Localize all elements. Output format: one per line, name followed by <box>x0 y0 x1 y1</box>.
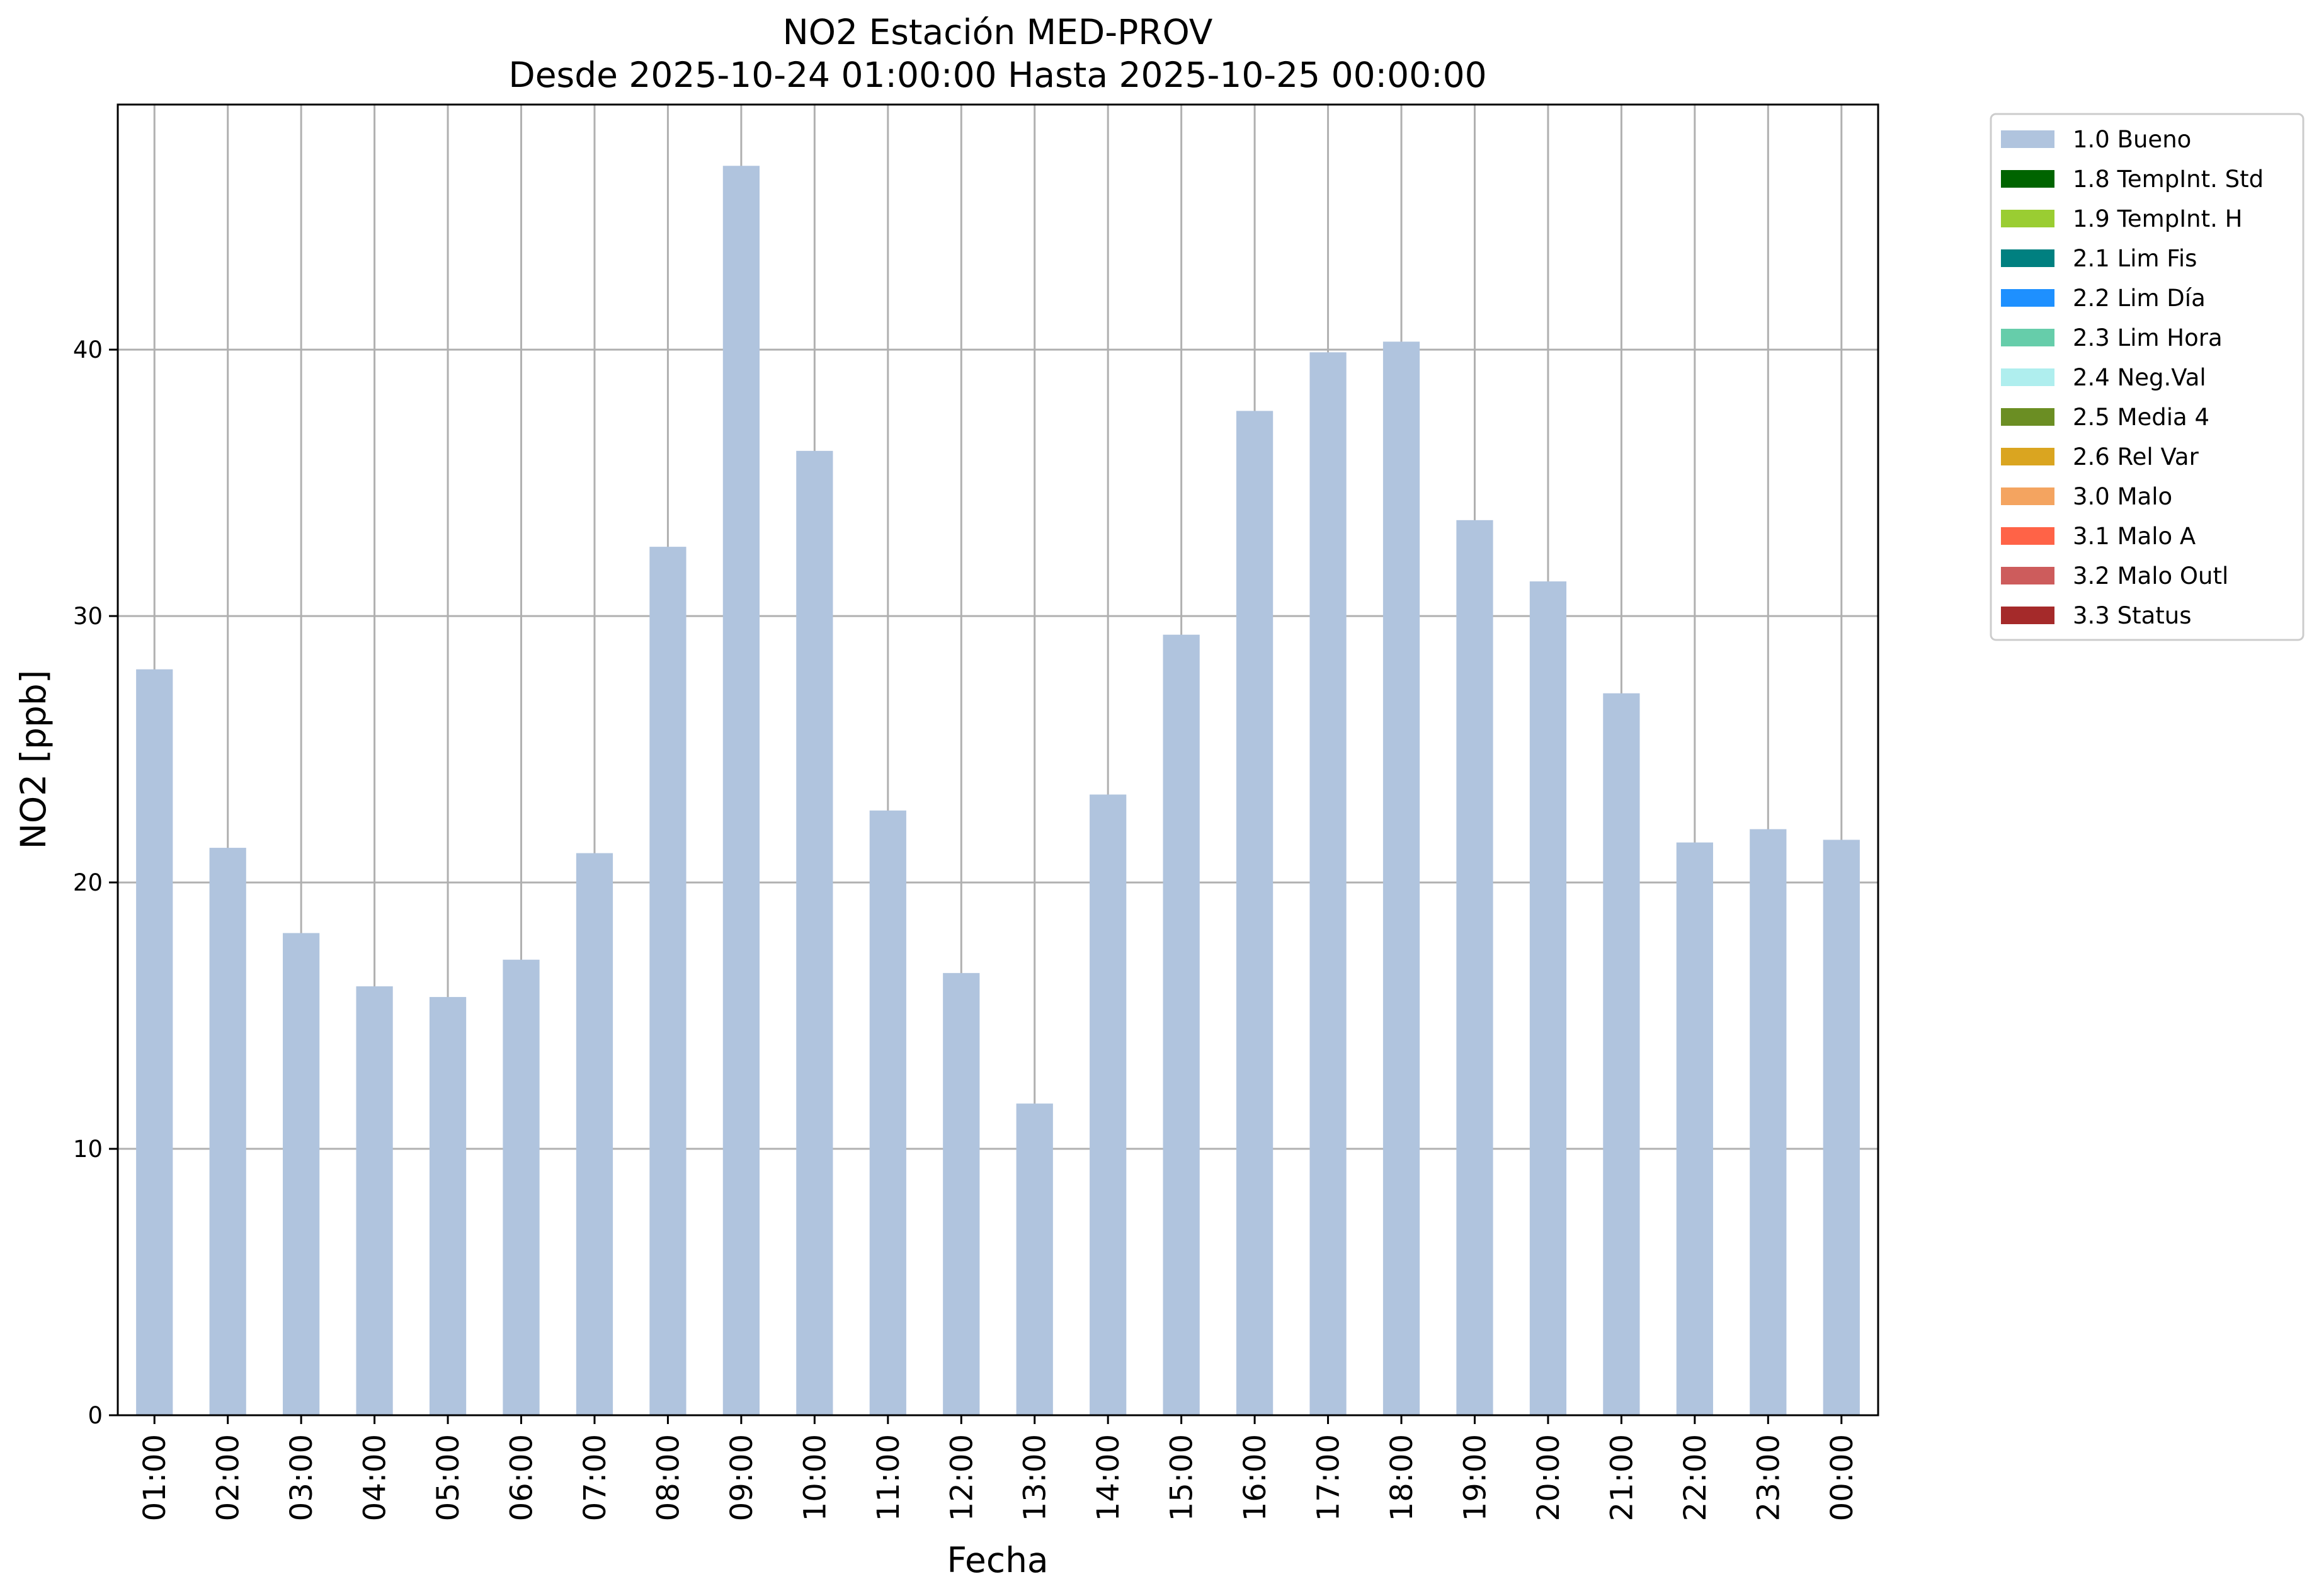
bar-2000 <box>1529 581 1567 1415</box>
bar-0100 <box>136 669 173 1415</box>
x-tick-label: 03:00 <box>284 1434 319 1521</box>
legend-swatch <box>2001 368 2054 386</box>
bar-0900 <box>722 166 760 1416</box>
bar-0300 <box>283 933 320 1415</box>
legend-label: 3.3 Status <box>2073 602 2192 629</box>
legend-label: 1.8 TempInt. Std <box>2073 166 2264 193</box>
bars <box>136 166 1860 1416</box>
legend-label: 3.0 Malo <box>2073 483 2172 510</box>
x-tick-label: 23:00 <box>1751 1434 1786 1521</box>
bar-1800 <box>1382 341 1420 1415</box>
y-tick-label: 30 <box>73 603 103 630</box>
legend-swatch <box>2001 130 2054 148</box>
x-tick-label: 12:00 <box>944 1434 979 1521</box>
legend-label: 2.1 Lim Fis <box>2073 245 2197 272</box>
x-tick-label: 00:00 <box>1825 1434 1860 1521</box>
legend-swatch <box>2001 249 2054 267</box>
legend-label: 2.6 Rel Var <box>2073 443 2199 470</box>
bar-0500 <box>429 996 467 1415</box>
x-tick-label: 18:00 <box>1384 1434 1420 1521</box>
legend-swatch <box>2001 408 2054 426</box>
legend-swatch <box>2001 567 2054 584</box>
x-tick-label: 20:00 <box>1531 1434 1566 1521</box>
bar-0700 <box>576 853 613 1415</box>
y-axis-label: NO2 [ppb] <box>13 670 54 850</box>
plot-frame <box>117 103 1879 1416</box>
bar-0400 <box>356 986 393 1415</box>
legend-swatch <box>2001 487 2054 505</box>
legend-label: 3.2 Malo Outl <box>2073 562 2228 590</box>
bar-0800 <box>649 547 687 1416</box>
legend-label: 2.2 Lim Día <box>2073 285 2206 312</box>
legend-box <box>1990 113 2305 641</box>
bar-1200 <box>943 972 980 1415</box>
x-tick-label: 19:00 <box>1457 1434 1493 1521</box>
x-axis-label: Fecha <box>947 1540 1048 1580</box>
legend-swatch <box>2001 607 2054 624</box>
x-axis: 01:00 02:00 03:00 04:00 05:00 06:00 07:00 08:00… <box>137 1415 1860 1521</box>
bar-1400 <box>1090 794 1127 1415</box>
x-tick-label: 01:00 <box>137 1434 173 1521</box>
bar-1600 <box>1236 411 1273 1415</box>
x-tick-label: 22:00 <box>1678 1434 1713 1521</box>
x-tick-label: 06:00 <box>504 1434 540 1521</box>
y-tick-label: 10 <box>73 1136 103 1163</box>
x-tick-label: 11:00 <box>871 1434 906 1521</box>
y-tick-label: 40 <box>73 336 103 363</box>
bar-1000 <box>796 450 833 1416</box>
legend-label: 1.9 TempInt. H <box>2073 205 2242 232</box>
x-tick-label: 16:00 <box>1238 1434 1273 1521</box>
x-tick-label: 05:00 <box>431 1434 466 1521</box>
legend-swatch <box>2001 170 2054 188</box>
bar-1500 <box>1163 634 1200 1415</box>
bar-1900 <box>1456 520 1493 1415</box>
bar-1700 <box>1309 352 1347 1415</box>
legend-label: 2.5 Media 4 <box>2073 404 2209 431</box>
x-tick-label: 02:00 <box>211 1434 246 1521</box>
legend-swatch <box>2001 329 2054 346</box>
x-tick-label: 14:00 <box>1091 1434 1126 1521</box>
bar-0000 <box>1823 840 1860 1415</box>
bar-2300 <box>1750 829 1787 1415</box>
x-tick-label: 08:00 <box>651 1434 686 1521</box>
chart-title: NO2 Estación MED-PROV <box>783 12 1213 52</box>
x-tick-label: 13:00 <box>1018 1434 1053 1521</box>
bar-2200 <box>1676 842 1713 1415</box>
chart-subtitle: Desde 2025-10-24 01:00:00 Hasta 2025-10-… <box>508 55 1486 95</box>
bar-0600 <box>503 959 540 1415</box>
x-tick-label: 09:00 <box>724 1434 760 1521</box>
legend-label: 2.4 Neg.Val <box>2073 364 2206 391</box>
legend: 1.0 Bueno 1.8 TempInt. Std 1.9 TempInt. H 2… <box>1990 113 2305 641</box>
bar-1100 <box>869 810 906 1415</box>
x-tick-label: 17:00 <box>1311 1434 1347 1521</box>
bar-0200 <box>209 848 246 1415</box>
legend-label: 1.0 Bueno <box>2073 126 2191 153</box>
x-tick-label: 15:00 <box>1165 1434 1200 1521</box>
x-tick-label: 04:00 <box>358 1434 393 1521</box>
legend-swatch <box>2001 210 2054 227</box>
bar-1300 <box>1016 1103 1053 1415</box>
legend-swatch <box>2001 448 2054 465</box>
y-tick-label: 20 <box>73 869 103 896</box>
legend-swatch <box>2001 289 2054 307</box>
x-tick-label: 21:00 <box>1604 1434 1639 1521</box>
x-tick-label: 10:00 <box>797 1434 833 1521</box>
y-tick-label: 0 <box>88 1402 103 1429</box>
y-axis: 0 10 20 30 40 <box>73 336 118 1429</box>
legend-swatch <box>2001 527 2054 545</box>
x-tick-label: 07:00 <box>578 1434 613 1521</box>
legend-label: 3.1 Malo A <box>2073 523 2196 550</box>
bar-2100 <box>1603 693 1640 1415</box>
legend-label: 2.3 Lim Hora <box>2073 324 2223 351</box>
